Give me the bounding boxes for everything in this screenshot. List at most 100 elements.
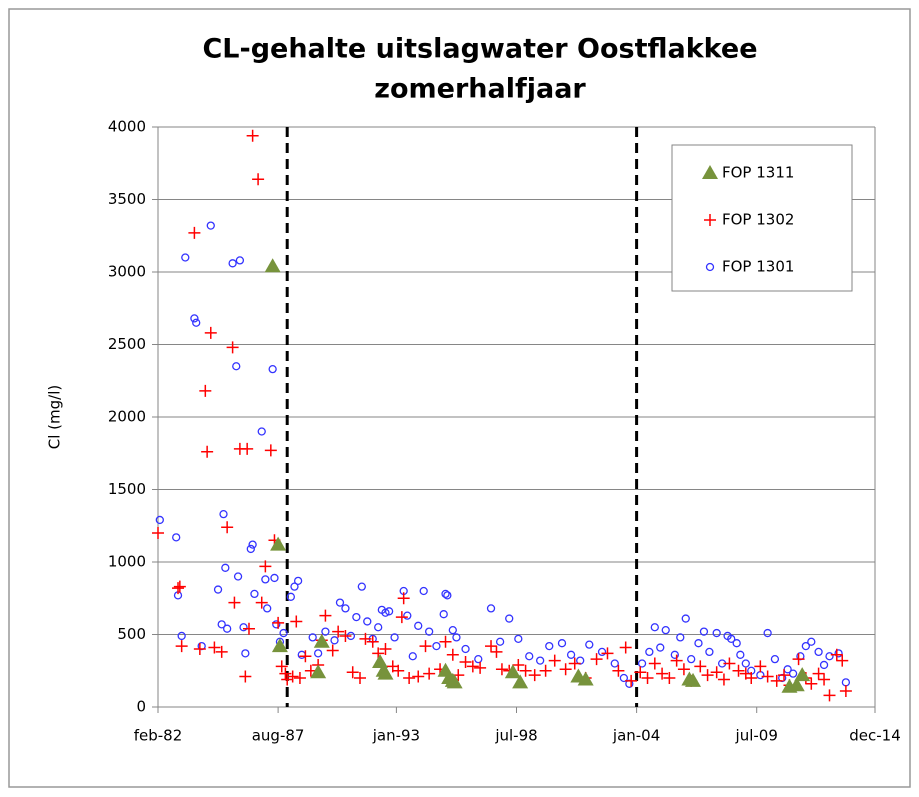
plus-point	[423, 667, 436, 680]
triangle-point	[504, 664, 521, 679]
plus-point	[199, 384, 212, 397]
plus-point	[275, 660, 288, 673]
circle-point	[257, 427, 266, 436]
circle-point	[293, 576, 303, 585]
plus-point	[539, 664, 552, 677]
circle-point	[228, 259, 237, 268]
plus-point	[474, 661, 487, 674]
triangle-point	[446, 674, 463, 689]
plus-point	[568, 657, 581, 670]
circle-point	[585, 640, 594, 649]
triangle-point	[512, 674, 529, 689]
circle-point	[213, 585, 223, 594]
x-tick-label: dec-14	[849, 727, 901, 745]
plus-point	[732, 664, 745, 677]
plus-point	[459, 656, 472, 669]
plus-point	[264, 444, 277, 457]
circle-point	[452, 633, 461, 642]
plus-point	[745, 672, 758, 684]
circle-point	[261, 575, 270, 584]
circle-point	[308, 633, 317, 642]
plus-point	[625, 674, 638, 687]
circle-point	[272, 620, 281, 629]
plus-point	[670, 654, 683, 667]
plus-point	[710, 666, 723, 679]
circle-point	[807, 637, 816, 646]
circle-point	[770, 655, 780, 664]
circle-point	[241, 649, 250, 658]
plus-point	[412, 670, 425, 683]
circle-point	[461, 644, 470, 654]
circle-point	[363, 617, 372, 626]
plus-point	[818, 673, 831, 686]
plus-point	[485, 640, 498, 653]
plus-point	[242, 622, 255, 635]
plus-point	[290, 615, 303, 628]
plus-point	[812, 667, 825, 680]
circle-point	[239, 623, 248, 632]
circle-point	[736, 650, 745, 659]
plus-point	[293, 672, 306, 684]
series	[155, 221, 851, 688]
legend-label: FOP 1301	[722, 258, 794, 276]
circle-point	[545, 641, 554, 651]
circle-point	[381, 608, 390, 617]
circle-point	[279, 628, 288, 638]
plus-point	[559, 663, 572, 676]
triangle-point	[794, 667, 811, 682]
plus-point	[239, 670, 252, 683]
x-tick-label: aug-87	[252, 727, 305, 745]
plus-point	[830, 648, 843, 661]
circle-point	[155, 515, 164, 525]
plus-point	[326, 644, 339, 657]
circle-point	[834, 649, 843, 658]
plus-point	[419, 640, 432, 653]
plus-point	[590, 653, 603, 666]
plus-point	[512, 658, 525, 671]
circle-point	[474, 655, 483, 664]
plus-point	[286, 670, 299, 683]
plus-point	[823, 689, 836, 702]
circle-point	[732, 639, 741, 648]
circle-point	[443, 591, 452, 600]
circle-point	[250, 589, 259, 599]
circle-point	[676, 633, 685, 642]
circle-point	[357, 582, 366, 591]
circle-point	[221, 563, 230, 572]
plus-point	[612, 664, 625, 677]
circle-point	[557, 639, 567, 648]
circle-point	[619, 673, 629, 683]
circle-point	[699, 627, 709, 636]
plus-point	[778, 669, 791, 682]
circle-point	[656, 643, 665, 652]
plus-point	[648, 657, 661, 670]
circle-point	[525, 652, 534, 661]
circle-point	[313, 649, 323, 658]
plus-point	[215, 645, 228, 658]
circle-point	[330, 636, 339, 645]
plus-point	[528, 669, 541, 682]
circle-point	[248, 540, 257, 549]
y-tick-label: 0	[136, 698, 146, 716]
plus-point	[392, 664, 405, 677]
triangle-point	[577, 671, 594, 686]
y-tick-label: 3000	[108, 263, 146, 281]
circle-point	[374, 623, 383, 632]
legend-marker	[702, 165, 718, 179]
circle-point	[819, 660, 829, 670]
y-tick-label: 1000	[108, 553, 146, 571]
plus-point	[175, 640, 188, 653]
y-tick-label: 500	[117, 625, 146, 643]
chart-title: zomerhalfjaar	[374, 74, 586, 105]
triangle-point	[788, 677, 805, 692]
plus-point	[548, 654, 561, 667]
circle-point	[290, 582, 299, 591]
circle-point	[408, 652, 417, 661]
x-tick-label: jan-93	[372, 727, 420, 745]
plus-point	[201, 445, 214, 458]
circle-point	[419, 586, 428, 596]
y-tick-label: 1500	[108, 480, 146, 498]
legend-marker	[705, 262, 715, 272]
x-tick-label: jan-04	[612, 727, 660, 745]
